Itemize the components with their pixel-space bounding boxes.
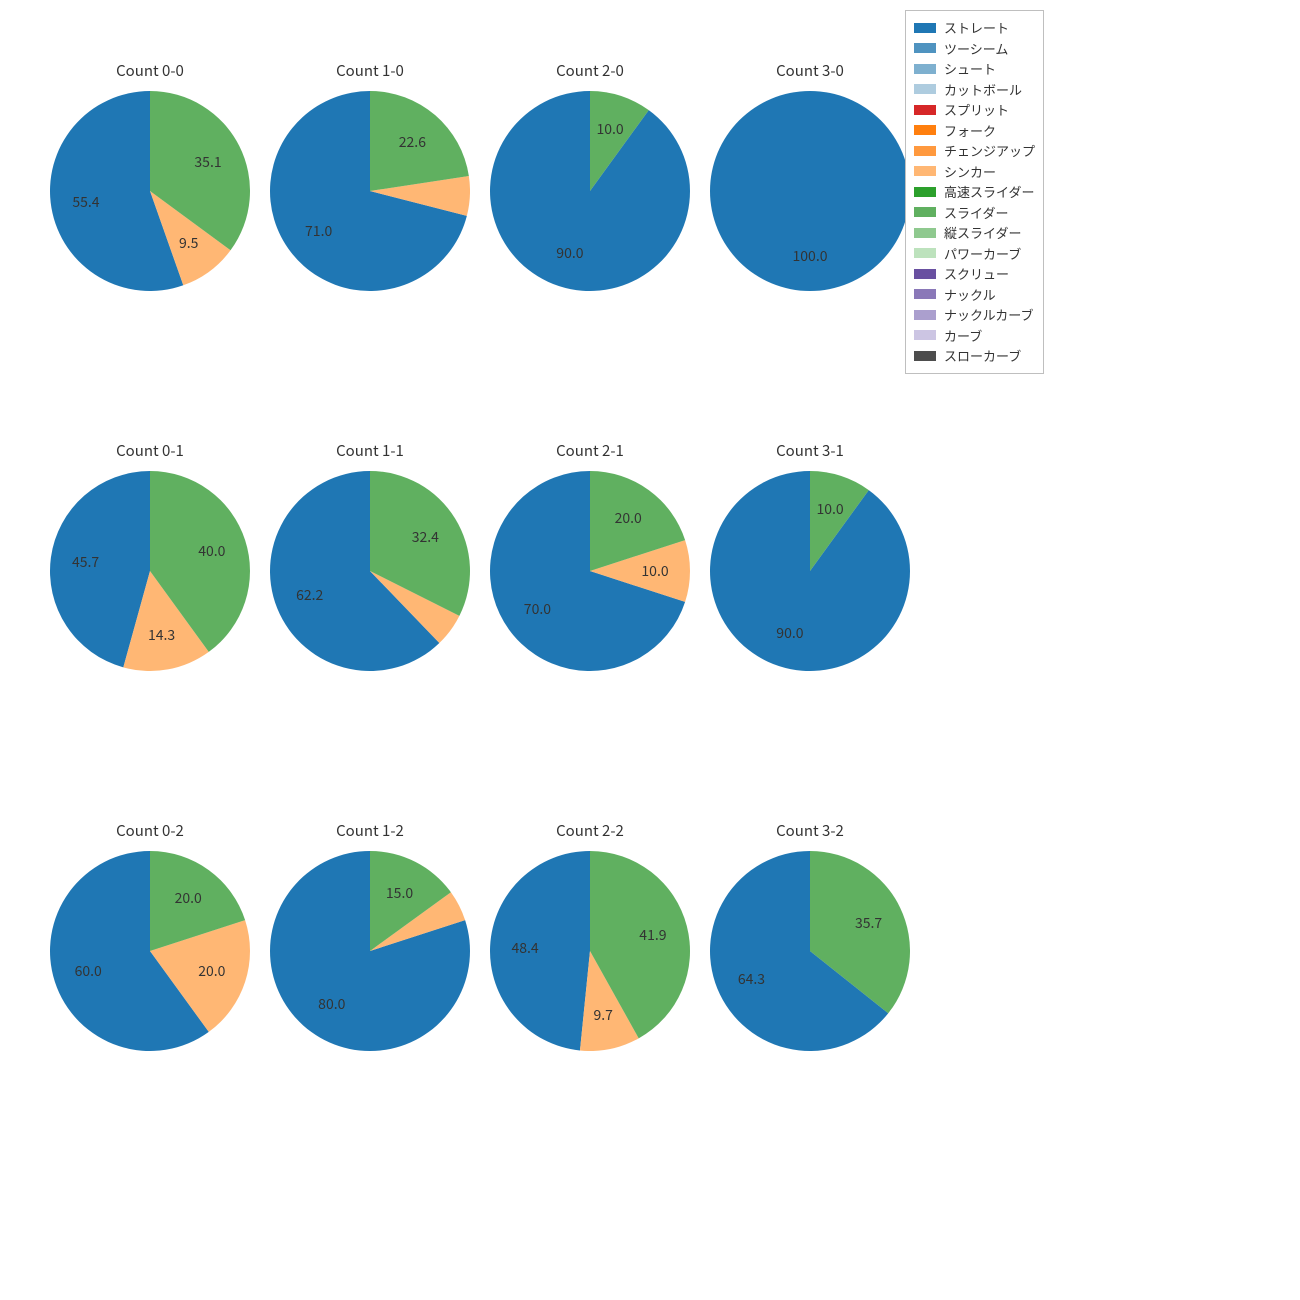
pie-body: 70.010.020.0 — [490, 471, 690, 671]
pie-title: Count 2-1 — [480, 440, 700, 461]
legend-item: スプリット — [914, 100, 1035, 120]
pie-slice — [710, 91, 910, 291]
legend-item: スローカーブ — [914, 346, 1035, 366]
pie-title: Count 0-1 — [40, 440, 260, 461]
pie-body: 90.010.0 — [710, 471, 910, 671]
legend-swatch — [914, 146, 936, 156]
legend-swatch — [914, 207, 936, 217]
legend-swatch — [914, 330, 936, 340]
pie-chart: Count 1-1 62.232.4 — [260, 440, 480, 671]
legend-item: ナックルカーブ — [914, 305, 1035, 325]
pie-chart: Count 2-2 48.49.741.9 — [480, 820, 700, 1051]
legend-swatch — [914, 310, 936, 320]
pie-title: Count 1-1 — [260, 440, 480, 461]
legend-swatch — [914, 23, 936, 33]
legend-item: カーブ — [914, 326, 1035, 346]
pie-title: Count 3-2 — [700, 820, 920, 841]
pie-title: Count 2-2 — [480, 820, 700, 841]
legend-item: カットボール — [914, 80, 1035, 100]
legend-swatch — [914, 64, 936, 74]
pie-chart: Count 3-1 90.010.0 — [700, 440, 920, 671]
pie-title: Count 2-0 — [480, 60, 700, 81]
pie-title: Count 3-1 — [700, 440, 920, 461]
legend-swatch — [914, 125, 936, 135]
legend-swatch — [914, 248, 936, 258]
chart-canvas: Count 0-055.49.535.1Count 1-071.022.6Cou… — [0, 0, 1300, 1300]
pie-body: 80.015.0 — [270, 851, 470, 1051]
legend-label: スクリュー — [944, 264, 1009, 284]
pie-chart: Count 1-0 71.022.6 — [260, 60, 480, 291]
legend-item: スクリュー — [914, 264, 1035, 284]
legend-item: 縦スライダー — [914, 223, 1035, 243]
pie-chart: Count 3-2 64.335.7 — [700, 820, 920, 1051]
legend-swatch — [914, 351, 936, 361]
pie-chart: Count 2-0 90.010.0 — [480, 60, 700, 291]
legend-swatch — [914, 289, 936, 299]
legend-swatch — [914, 187, 936, 197]
legend-label: スプリット — [944, 100, 1009, 120]
legend-item: ナックル — [914, 285, 1035, 305]
pie-slice — [490, 851, 590, 1050]
legend-swatch — [914, 166, 936, 176]
legend-label: パワーカーブ — [944, 244, 1021, 264]
pie-title: Count 1-0 — [260, 60, 480, 81]
pie-chart: Count 0-2 60.020.020.0 — [40, 820, 260, 1051]
legend-label: 縦スライダー — [944, 223, 1021, 243]
legend-item: 高速スライダー — [914, 182, 1035, 202]
legend-label: ナックル — [944, 285, 996, 305]
legend-swatch — [914, 228, 936, 238]
pie-body: 64.335.7 — [710, 851, 910, 1051]
legend-label: ストレート — [944, 18, 1009, 38]
pie-title: Count 0-0 — [40, 60, 260, 81]
pie-slice — [370, 91, 469, 191]
legend-label: ナックルカーブ — [944, 305, 1033, 325]
pie-body: 55.49.535.1 — [50, 91, 250, 291]
pie-body: 100.0 — [710, 91, 910, 291]
legend-label: カーブ — [944, 326, 982, 346]
pie-body: 90.010.0 — [490, 91, 690, 291]
legend-label: ツーシーム — [944, 39, 1008, 59]
pie-body: 45.714.340.0 — [50, 471, 250, 671]
legend-swatch — [914, 269, 936, 279]
legend: ストレートツーシームシュートカットボールスプリットフォークチェンジアップシンカー… — [905, 10, 1044, 374]
pie-body: 71.022.6 — [270, 91, 470, 291]
legend-item: フォーク — [914, 121, 1035, 141]
legend-item: ストレート — [914, 18, 1035, 38]
legend-label: スライダー — [944, 203, 1008, 223]
pie-title: Count 3-0 — [700, 60, 920, 81]
legend-item: パワーカーブ — [914, 244, 1035, 264]
pie-body: 48.49.741.9 — [490, 851, 690, 1051]
legend-item: シュート — [914, 59, 1035, 79]
legend-label: カットボール — [944, 80, 1022, 100]
pie-chart: Count 0-0 55.49.535.1 — [40, 60, 260, 291]
pie-title: Count 0-2 — [40, 820, 260, 841]
pie-chart: Count 1-2 80.015.0 — [260, 820, 480, 1051]
legend-swatch — [914, 43, 936, 53]
legend-swatch — [914, 105, 936, 115]
legend-item: シンカー — [914, 162, 1035, 182]
legend-item: スライダー — [914, 203, 1035, 223]
legend-label: チェンジアップ — [944, 141, 1035, 161]
legend-swatch — [914, 84, 936, 94]
legend-label: フォーク — [944, 121, 996, 141]
pie-title: Count 1-2 — [260, 820, 480, 841]
legend-label: シュート — [944, 59, 996, 79]
legend-item: チェンジアップ — [914, 141, 1035, 161]
legend-label: スローカーブ — [944, 346, 1021, 366]
pie-body: 60.020.020.0 — [50, 851, 250, 1051]
legend-item: ツーシーム — [914, 39, 1035, 59]
pie-chart: Count 0-1 45.714.340.0 — [40, 440, 260, 671]
pie-chart: Count 3-0 100.0 — [700, 60, 920, 291]
pie-body: 62.232.4 — [270, 471, 470, 671]
legend-label: 高速スライダー — [944, 182, 1034, 202]
legend-label: シンカー — [944, 162, 996, 182]
pie-chart: Count 2-1 70.010.020.0 — [480, 440, 700, 671]
